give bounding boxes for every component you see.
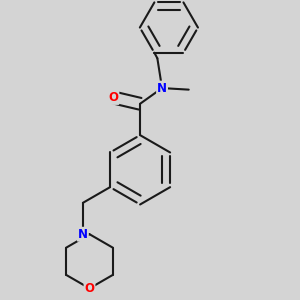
Text: O: O [108, 91, 118, 104]
Text: N: N [157, 82, 167, 94]
Text: N: N [78, 228, 88, 241]
Text: O: O [85, 282, 94, 295]
